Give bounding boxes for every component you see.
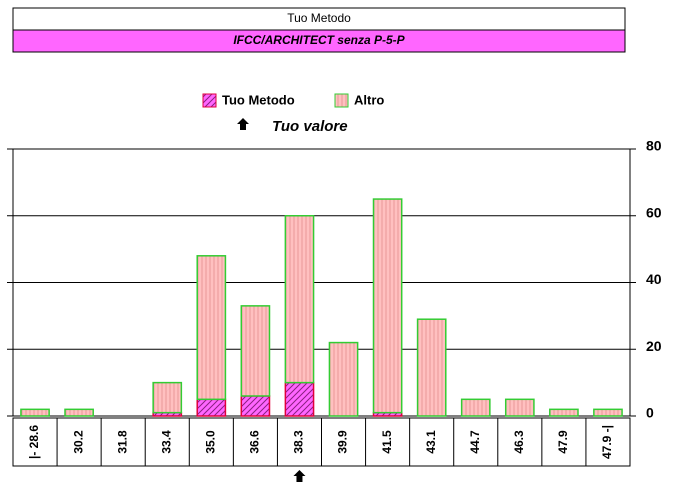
x-tick-label: 44.7 (468, 430, 482, 454)
bar-segment (196, 255, 227, 401)
x-tick-label: 47.9 (556, 430, 570, 454)
value-marker (293, 470, 306, 482)
x-tick-label: 33.4 (159, 430, 173, 454)
method-name: Tuo Metodo (287, 11, 351, 25)
x-tick-label: 46.3 (512, 430, 526, 454)
bar-segment (416, 318, 447, 417)
bar-segment (240, 305, 271, 397)
bar-segment (152, 381, 183, 414)
y-tick-label: 0 (646, 405, 654, 421)
legend-swatch (334, 93, 349, 108)
x-tick-label: |- 28.6 (27, 425, 41, 459)
bar-segment (64, 408, 94, 417)
bar-segment (196, 398, 227, 417)
bar-segment (549, 408, 579, 417)
x-tick-label: 47.9 -| (600, 425, 614, 459)
bar-segment (240, 395, 271, 417)
x-tick-label: 30.2 (71, 430, 85, 454)
x-tick-label: 31.8 (115, 430, 129, 454)
y-tick-label: 80 (646, 138, 662, 154)
legend-swatch (202, 93, 217, 108)
marker-legend: Tuo valore (272, 118, 348, 135)
x-tick-label: 43.1 (424, 430, 438, 454)
group-box (12, 29, 626, 53)
bar-segment (460, 398, 491, 417)
bar-segment (372, 198, 403, 414)
x-tick-label: 38.3 (292, 430, 306, 454)
x-tick-label: 36.6 (248, 430, 262, 454)
bar-segment (328, 341, 359, 417)
bar-segment (284, 215, 315, 384)
y-tick-label: 60 (646, 204, 662, 220)
x-tick-label: 41.5 (380, 430, 394, 454)
y-tick-label: 40 (646, 271, 662, 287)
x-tick-label: 35.0 (203, 430, 217, 454)
legend: Tuo Metodo Altro (202, 92, 384, 108)
y-tick-label: 20 (646, 338, 662, 354)
x-tick-label: 39.9 (336, 430, 350, 454)
bar-segment (593, 408, 623, 417)
bar-segment (504, 398, 535, 417)
legend-label: Altro (354, 92, 384, 107)
marker-icon (237, 118, 249, 130)
bar-segment (284, 381, 315, 417)
bar-segment (20, 408, 50, 417)
legend-label: Tuo Metodo (222, 92, 295, 107)
group-name: IFCC/ARCHITECT senza P-5-P (233, 33, 405, 47)
